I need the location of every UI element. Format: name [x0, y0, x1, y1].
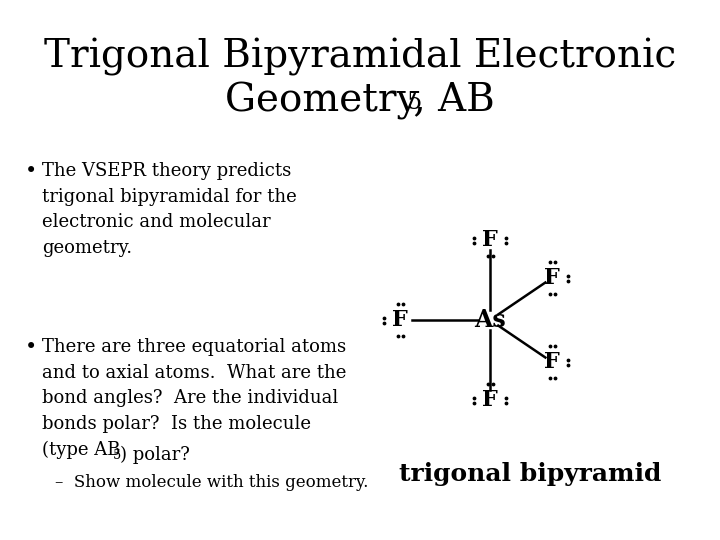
Text: F: F: [392, 309, 408, 331]
Text: ) polar?: ) polar?: [120, 446, 190, 464]
Text: F: F: [544, 267, 560, 289]
Text: •: •: [25, 338, 37, 357]
Text: F: F: [544, 351, 560, 373]
Text: –  Show molecule with this geometry.: – Show molecule with this geometry.: [55, 474, 369, 491]
Text: •: •: [25, 162, 37, 181]
Text: 5: 5: [407, 91, 423, 114]
Text: Trigonal Bipyramidal Electronic: Trigonal Bipyramidal Electronic: [44, 38, 676, 76]
Text: F: F: [482, 229, 498, 251]
Text: The VSEPR theory predicts
trigonal bipyramidal for the
electronic and molecular
: The VSEPR theory predicts trigonal bipyr…: [42, 162, 297, 257]
Text: 5: 5: [113, 449, 121, 462]
Text: trigonal bipyramid: trigonal bipyramid: [399, 462, 661, 486]
Text: Geometry, AB: Geometry, AB: [225, 82, 495, 120]
Text: F: F: [482, 389, 498, 411]
Text: As: As: [474, 308, 506, 332]
Text: There are three equatorial atoms
and to axial atoms.  What are the
bond angles? : There are three equatorial atoms and to …: [42, 338, 346, 459]
